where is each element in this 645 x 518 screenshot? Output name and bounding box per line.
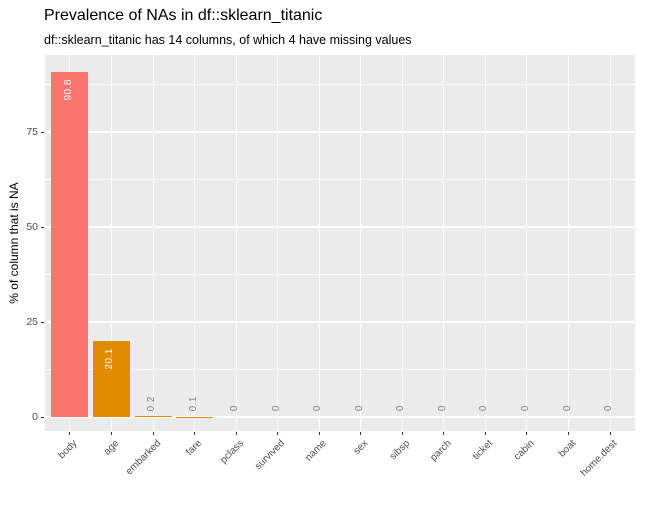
x-axis-tick-labels: body age embarked fare pclass survived name sex… xyxy=(45,431,635,518)
gridline-x-sibsp xyxy=(401,55,403,431)
bar-value-label-pclass: 0 xyxy=(229,404,241,411)
x-tick-ticket xyxy=(484,432,486,435)
bar-value-label-sex: 0 xyxy=(353,404,365,411)
bar-embarked xyxy=(134,416,172,417)
x-tick-cabin xyxy=(526,432,528,435)
gridline-minor-y-87.5 xyxy=(45,84,635,85)
gridline-x-survived xyxy=(277,55,279,431)
bar-value-label-fare: 0.1 xyxy=(187,395,199,411)
bar-value-label-body: 90.8 xyxy=(62,78,74,101)
gridline-x-parch xyxy=(443,55,445,431)
y-tick-label-25: 25 xyxy=(26,316,38,328)
x-tick-body xyxy=(69,432,71,435)
gridline-x-sex xyxy=(360,55,362,431)
x-tick-pclass xyxy=(235,432,237,435)
bar-value-label-boat: 0 xyxy=(561,404,573,411)
gridline-x-pclass xyxy=(235,55,237,431)
x-tick-label-body: body xyxy=(56,438,80,462)
x-tick-home.dest xyxy=(609,432,611,435)
gridline-major-y-75 xyxy=(45,131,635,133)
x-tick-label-sibsp: sibsp xyxy=(387,438,413,463)
x-tick-age xyxy=(110,432,112,435)
gridline-minor-y-12.5 xyxy=(45,369,635,370)
x-tick-label-age: age xyxy=(101,438,122,458)
gridline-major-y-50 xyxy=(45,226,635,228)
bar-value-label-name: 0 xyxy=(312,404,324,411)
y-tick-label-50: 50 xyxy=(26,221,38,233)
x-tick-boat xyxy=(568,432,570,435)
y-tick-label-0: 0 xyxy=(32,411,38,423)
bar-value-label-home.dest: 0 xyxy=(603,404,615,411)
x-tick-label-survived: survived xyxy=(253,438,288,473)
x-tick-label-home.dest: home.dest xyxy=(579,438,620,479)
x-tick-sibsp xyxy=(401,432,403,435)
gridline-x-name xyxy=(318,55,320,431)
x-tick-fare xyxy=(194,432,196,435)
gridline-minor-y-62.5 xyxy=(45,179,635,180)
bar-value-label-embarked: 0.2 xyxy=(146,395,158,411)
gridline-x-age xyxy=(110,55,112,431)
bar-value-label-sibsp: 0 xyxy=(395,404,407,411)
y-tick-25 xyxy=(41,322,44,323)
bar-value-label-cabin: 0 xyxy=(519,404,531,411)
gridline-x-boat xyxy=(568,55,570,431)
gridline-x-ticket xyxy=(484,55,486,431)
x-tick-name xyxy=(318,432,320,435)
y-axis-tick-labels: 0 25 50 75 xyxy=(0,55,38,431)
bar-value-label-ticket: 0 xyxy=(478,404,490,411)
x-tick-survived xyxy=(277,432,279,435)
x-tick-embarked xyxy=(152,432,154,435)
gridline-x-embarked xyxy=(152,55,154,431)
x-tick-label-cabin: cabin xyxy=(512,438,537,463)
gridline-minor-y-37.5 xyxy=(45,274,635,275)
chart-subtitle: df::sklearn_titanic has 14 columns, of w… xyxy=(44,33,412,47)
chart-title: Prevalence of NAs in df::sklearn_titanic xyxy=(44,7,323,24)
x-tick-label-pclass: pclass xyxy=(218,438,246,466)
bar-age xyxy=(92,340,130,417)
gridline-major-y-0 xyxy=(45,416,635,418)
x-tick-parch xyxy=(443,432,445,435)
x-tick-label-fare: fare xyxy=(184,438,205,458)
gridline-x-fare xyxy=(194,55,196,431)
bar-value-label-age: 20.1 xyxy=(104,347,116,370)
bar-value-label-parch: 0 xyxy=(436,404,448,411)
x-tick-sex xyxy=(360,432,362,435)
bar-value-label-survived: 0 xyxy=(270,404,282,411)
x-tick-label-embarked: embarked xyxy=(123,438,163,478)
gridline-x-cabin xyxy=(526,55,528,431)
gridline-x-home.dest xyxy=(609,55,611,431)
x-tick-label-sex: sex xyxy=(351,438,371,457)
y-tick-0 xyxy=(41,417,44,418)
bar-body xyxy=(51,71,89,417)
x-tick-label-ticket: ticket xyxy=(470,438,496,463)
y-tick-label-75: 75 xyxy=(26,126,38,138)
y-tick-50 xyxy=(41,227,44,228)
plot-panel: 90.8 20.1 0.2 0.1 0 0 0 0 0 0 0 0 0 0 xyxy=(41,55,635,435)
x-tick-label-boat: boat xyxy=(556,438,579,460)
y-tick-75 xyxy=(41,132,44,133)
x-tick-label-name: name xyxy=(303,438,330,464)
x-tick-label-parch: parch xyxy=(428,438,454,464)
gridline-major-y-25 xyxy=(45,321,635,323)
